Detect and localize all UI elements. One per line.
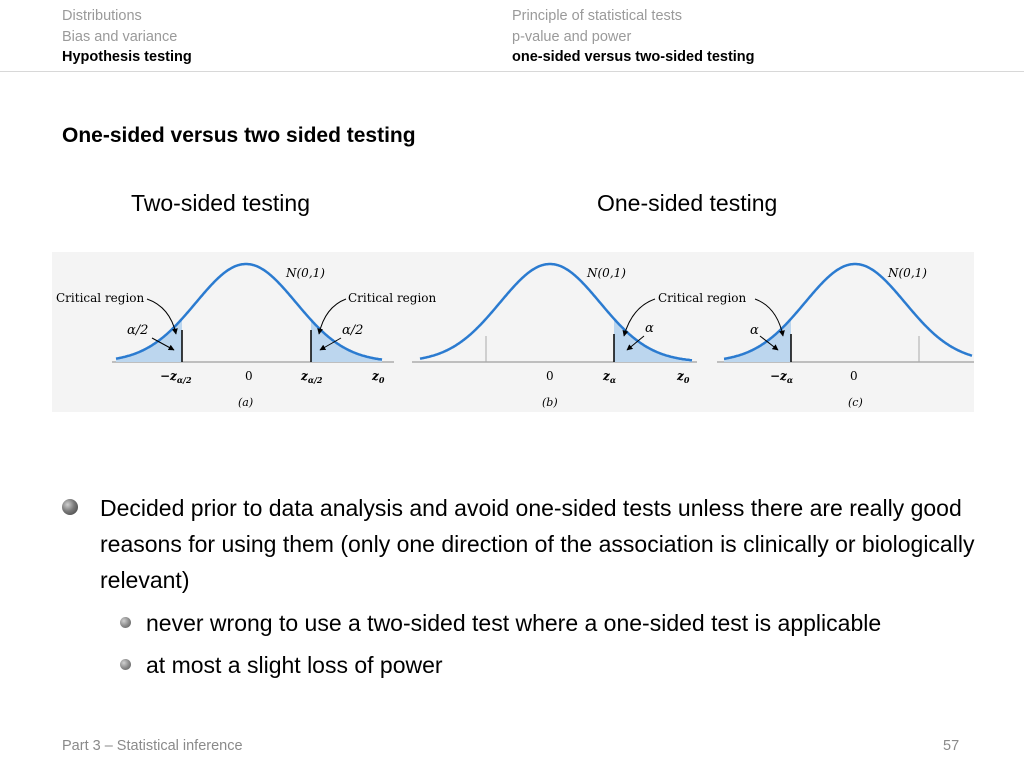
tick-zero-c: 0: [850, 369, 858, 383]
bullet-list: Decided prior to data analysis and avoid…: [62, 490, 982, 682]
bullet-ball-icon: [120, 659, 131, 670]
dist-label-b: N(0,1): [586, 266, 626, 280]
label-two-sided: Two-sided testing: [131, 190, 310, 216]
normal-distribution-figure: N(0,1) Critical region Critical region α…: [52, 252, 974, 412]
tick-z0-b: z0: [676, 369, 690, 385]
bullet-text: Decided prior to data analysis and avoid…: [100, 495, 975, 593]
header-divider: [0, 71, 1024, 72]
pointer-b: [622, 298, 656, 337]
pointer-c: [754, 298, 785, 337]
list-item: Decided prior to data analysis and avoid…: [62, 490, 982, 598]
nav-link-principle[interactable]: Principle of statistical tests: [512, 8, 683, 24]
pointer-left-a: [146, 298, 178, 335]
tick-z0-a: z0: [371, 369, 385, 385]
alpha-label-c: α: [750, 323, 759, 338]
nav-link-distributions[interactable]: Distributions: [62, 8, 142, 24]
sub-bullet-text: at most a slight loss of power: [146, 652, 443, 678]
list-item: at most a slight loss of power: [62, 648, 982, 682]
nav-sections: Distributions Bias and variance Hypothes…: [62, 6, 192, 68]
nav-subsections: Principle of statistical tests p-value a…: [512, 6, 755, 68]
bullet-ball-icon: [120, 617, 131, 628]
tick-neg-z-half-a: −zα/2: [160, 369, 192, 385]
critical-area-right-a: [311, 319, 382, 362]
tick-neg-z-alpha-c: −zα: [770, 369, 793, 385]
caption-c: (c): [848, 396, 863, 409]
nav-link-hypothesis-testing[interactable]: Hypothesis testing: [62, 49, 192, 65]
alpha-pointer-left-a: [151, 337, 175, 351]
critical-region-label-b: Critical region: [658, 291, 747, 305]
critical-area-left-a: [116, 318, 182, 362]
slide-title: One-sided versus two sided testing: [62, 124, 416, 147]
pointer-right-a: [317, 298, 347, 335]
label-one-sided: One-sided testing: [597, 190, 778, 216]
alpha-pointer-right-a: [319, 337, 342, 351]
alpha-pointer-c: [759, 335, 779, 351]
sub-bullet-text: never wrong to use a two-sided test wher…: [146, 610, 882, 636]
tick-zero-a: 0: [245, 369, 253, 383]
dist-label-c: N(0,1): [887, 266, 927, 280]
dist-label-a: N(0,1): [285, 266, 325, 280]
alpha-half-right-a: α/2: [342, 323, 363, 338]
figure-svg: N(0,1) Critical region Critical region α…: [56, 262, 974, 409]
nav-link-pvalue-power[interactable]: p-value and power: [512, 28, 632, 45]
alpha-label-b: α: [645, 321, 654, 336]
panel-a: N(0,1) Critical region Critical region α…: [56, 262, 437, 409]
critical-region-label-left-a: Critical region: [56, 291, 145, 305]
critical-area-b: [614, 318, 692, 362]
bullet-ball-icon: [62, 499, 78, 515]
tick-z-alpha-b: zα: [602, 369, 616, 385]
tick-zero-b: 0: [546, 369, 554, 383]
caption-b: (b): [542, 396, 558, 409]
tick-z-half-a: zα/2: [300, 369, 323, 385]
panel-c: N(0,1) α −zα 0 (c): [717, 262, 974, 409]
caption-a: (a): [238, 396, 253, 409]
critical-area-c: [724, 318, 791, 362]
alpha-half-left-a: α/2: [127, 323, 148, 338]
critical-region-label-right-a: Critical region: [348, 291, 437, 305]
footer-part: Part 3 – Statistical inference: [62, 738, 243, 754]
nav-link-one-vs-two-sided[interactable]: one-sided versus two-sided testing: [512, 49, 755, 65]
page-number: 57: [943, 738, 960, 754]
normal-curve-a: [115, 262, 383, 361]
list-item: never wrong to use a two-sided test wher…: [62, 606, 982, 640]
alpha-pointer-b: [626, 335, 645, 351]
panel-b: N(0,1) Critical region α 0 zα z0 (b): [412, 262, 747, 409]
normal-curve-c: [723, 262, 973, 361]
normal-curve-b: [419, 262, 693, 362]
nav-link-bias-variance[interactable]: Bias and variance: [62, 28, 178, 45]
